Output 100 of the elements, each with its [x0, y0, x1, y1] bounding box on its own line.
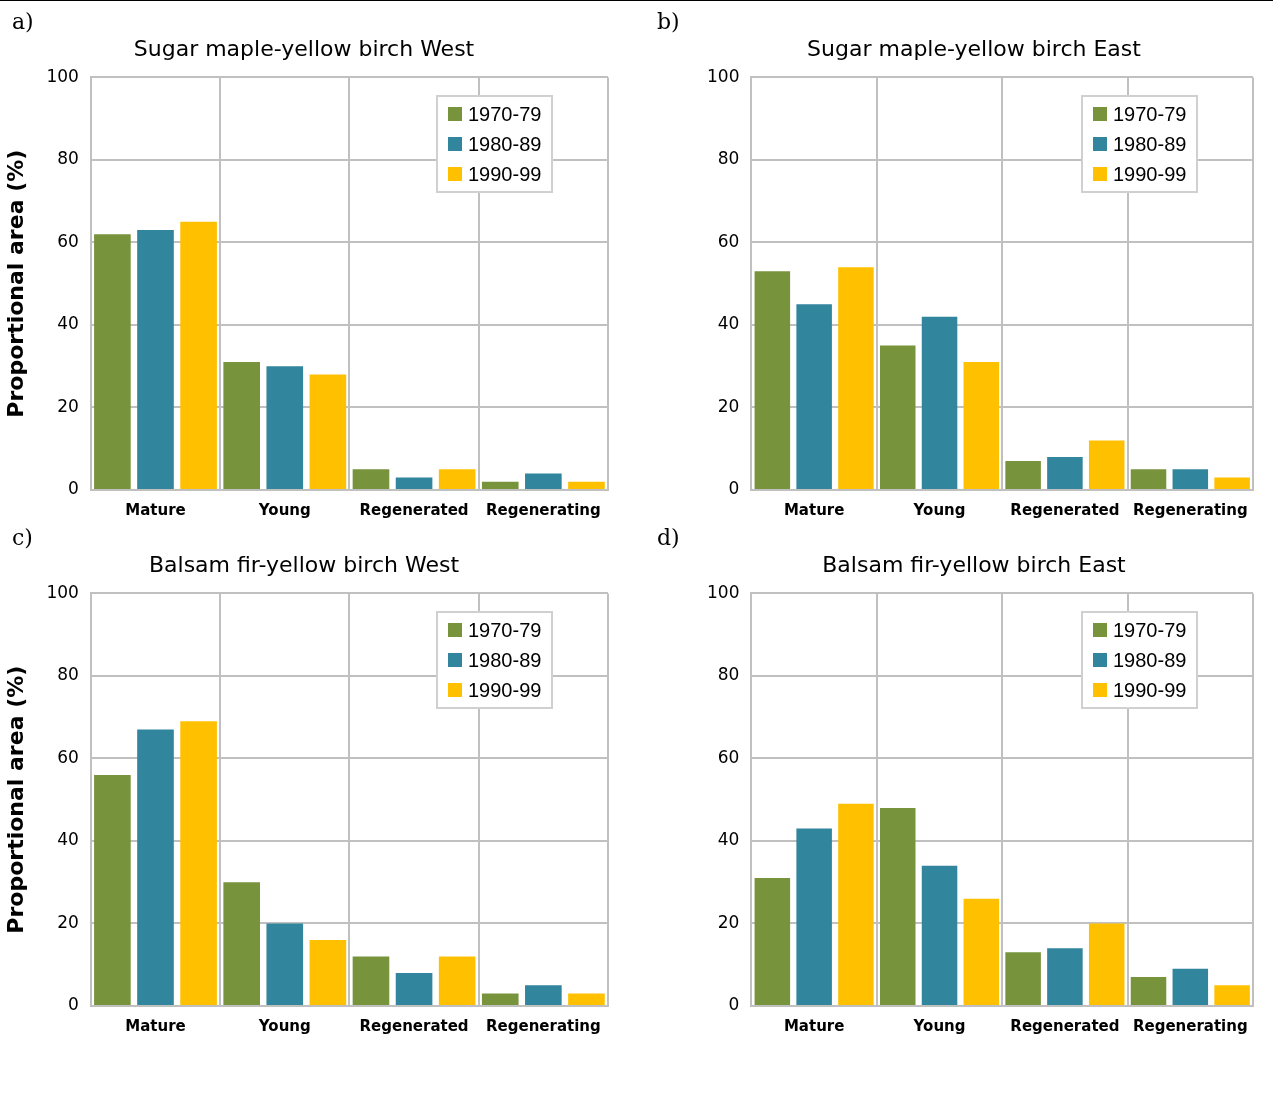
legend-label: 1970-79 [1113, 102, 1187, 128]
y-tick-label: 40 [717, 313, 740, 334]
chart-title: Balsam fir-yellow birch East [822, 551, 1127, 577]
x-tick-label: Regenerated [1010, 1016, 1120, 1035]
bar [1130, 977, 1167, 1005]
y-tick-label: 20 [717, 395, 740, 416]
bar [180, 721, 217, 1005]
bar [1005, 952, 1041, 1005]
bar [754, 878, 791, 1005]
bar [137, 729, 174, 1005]
legend-label: 1990-99 [468, 162, 542, 188]
bar [438, 469, 476, 489]
y-tick-label: 40 [57, 829, 79, 850]
bar [481, 993, 519, 1005]
y-tick-label: 60 [717, 230, 740, 251]
x-tick-label: Regenerating [485, 1016, 601, 1035]
y-tick-label: 20 [717, 911, 740, 932]
x-tick-label: Young [912, 500, 966, 519]
bar [568, 993, 605, 1005]
y-tick-label: 100 [706, 65, 740, 86]
bar [1088, 440, 1125, 489]
bar [266, 366, 304, 489]
x-tick-label: Young [257, 500, 311, 519]
text: d) [657, 525, 680, 550]
bar [963, 898, 1000, 1005]
y-tick-label: 20 [57, 911, 79, 932]
legend-label: 1970-79 [468, 102, 542, 128]
chart-title: Balsam fir-yellow birch West [148, 551, 460, 577]
bar [438, 956, 476, 1005]
y-tick-label: 60 [57, 746, 79, 767]
bar [395, 477, 433, 489]
x-tick-label: Mature [783, 1016, 845, 1035]
x-tick-label: Regenerating [1132, 500, 1248, 519]
bar [1047, 456, 1083, 489]
y-axis-title: Proportional area (%) [2, 149, 28, 418]
chart-title: Sugar maple-yellow birch West [133, 35, 475, 61]
y-tick-label: 80 [717, 148, 740, 169]
bar [879, 807, 916, 1005]
legend-label: 1970-79 [1113, 618, 1187, 644]
bar [1172, 968, 1209, 1005]
text: b) [657, 9, 680, 34]
bar [568, 481, 605, 489]
legend-label: 1990-99 [468, 678, 542, 704]
bar [309, 939, 347, 1005]
y-tick-label: 40 [717, 829, 740, 850]
x-tick-label: Mature [125, 500, 186, 519]
bar [137, 230, 174, 489]
text: a) [12, 9, 34, 34]
x-tick-label: Young [912, 1016, 966, 1035]
bar [1214, 477, 1250, 489]
bar [796, 304, 832, 489]
bar [180, 221, 217, 489]
bar [266, 923, 304, 1005]
bar [879, 345, 916, 489]
bar [309, 374, 347, 489]
bar [1130, 469, 1167, 489]
legend-label: 1980-89 [468, 132, 542, 158]
x-tick-label: Young [257, 1016, 311, 1035]
bar [223, 882, 260, 1005]
legend-label: 1980-89 [1113, 648, 1187, 674]
chart-title: Sugar maple-yellow birch East [807, 35, 1142, 61]
bar [796, 828, 832, 1005]
legend-label: 1970-79 [468, 618, 542, 644]
bar [395, 972, 433, 1005]
y-tick-label: 60 [717, 746, 740, 767]
y-tick-label: 60 [57, 230, 79, 251]
bar [352, 956, 390, 1005]
legend-label: 1980-89 [1113, 132, 1187, 158]
y-tick-label: 0 [728, 994, 740, 1015]
y-tick-label: 100 [46, 65, 79, 86]
y-tick-label: 20 [57, 395, 79, 416]
bar [1172, 469, 1209, 489]
bar [525, 473, 562, 489]
y-tick-label: 0 [68, 478, 79, 499]
bar [754, 271, 791, 489]
y-tick-label: 0 [68, 994, 79, 1015]
legend-label: 1980-89 [468, 648, 542, 674]
bar [481, 481, 519, 489]
bar [1047, 948, 1083, 1005]
y-tick-label: 0 [728, 478, 740, 499]
y-axis-title: Proportional area (%) [2, 665, 28, 934]
text: c) [12, 525, 33, 550]
x-tick-label: Mature [125, 1016, 186, 1035]
bar [838, 803, 874, 1005]
bar [921, 865, 958, 1005]
bar [94, 234, 131, 489]
x-tick-label: Regenerated [1010, 500, 1120, 519]
y-tick-label: 100 [46, 581, 79, 602]
bar [838, 267, 874, 489]
y-tick-label: 100 [706, 581, 740, 602]
bar [1088, 923, 1125, 1005]
bar [1005, 461, 1041, 489]
y-tick-label: 80 [57, 664, 79, 685]
bar [352, 469, 390, 489]
legend-label: 1990-99 [1113, 678, 1187, 704]
y-tick-label: 80 [57, 148, 79, 169]
x-tick-label: Mature [783, 500, 845, 519]
y-tick-label: 40 [57, 313, 79, 334]
bar [1214, 985, 1250, 1005]
x-tick-label: Regenerated [359, 500, 469, 519]
